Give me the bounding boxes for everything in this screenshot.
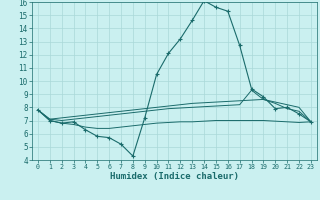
X-axis label: Humidex (Indice chaleur): Humidex (Indice chaleur) (110, 172, 239, 181)
